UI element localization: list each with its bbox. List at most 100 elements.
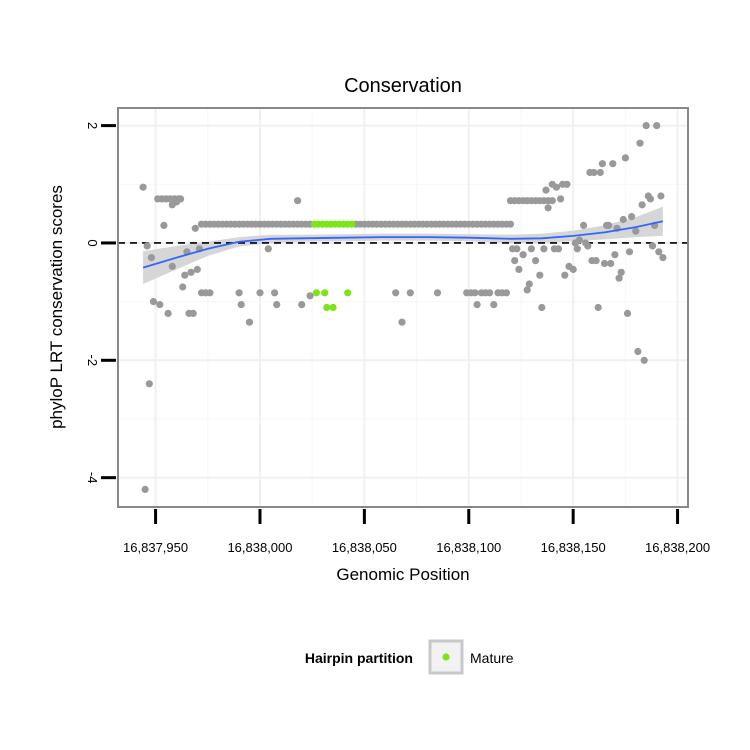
point-other <box>532 257 540 265</box>
legend-entry-mature: Mature <box>470 650 514 666</box>
point-other <box>653 122 661 130</box>
point-other <box>502 289 510 297</box>
point-other <box>179 283 187 291</box>
point-other <box>525 280 533 288</box>
point-other <box>141 485 149 493</box>
point-other <box>237 301 245 309</box>
x-axis-label: Genomic Position <box>336 565 469 584</box>
point-other <box>392 289 400 297</box>
point-other <box>145 380 153 388</box>
point-other <box>611 251 619 259</box>
point-other <box>561 271 569 279</box>
point-other <box>471 289 479 297</box>
point-other <box>235 289 243 297</box>
point-other <box>538 303 546 312</box>
point-mature <box>329 303 337 312</box>
x-axis: 16,837,950 16,838,000 16,838,050 16,838,100… <box>123 509 710 555</box>
legend-key-mature-marker <box>442 653 450 661</box>
point-other <box>177 195 185 203</box>
point-other <box>638 201 646 209</box>
point-other <box>569 265 577 273</box>
point-other <box>563 180 571 188</box>
point-other <box>506 220 515 228</box>
x-tick-label: 16,838,000 <box>227 540 292 555</box>
point-other <box>527 245 536 253</box>
point-other <box>598 160 607 168</box>
point-other <box>623 309 632 317</box>
point-other <box>149 298 158 306</box>
point-other <box>294 197 302 205</box>
y-axis-label: phyloP LRT conservation scores <box>47 185 66 429</box>
point-other <box>552 183 561 191</box>
point-other <box>264 245 272 253</box>
x-tick-label: 16,838,100 <box>436 540 501 555</box>
point-other <box>191 224 199 232</box>
point-other <box>554 245 563 253</box>
point-other <box>433 289 442 297</box>
point-other <box>147 254 155 262</box>
panel-background <box>118 108 688 507</box>
point-other <box>621 154 630 162</box>
point-other <box>181 271 189 279</box>
point-other <box>596 168 604 177</box>
point-other <box>609 160 617 168</box>
point-other <box>646 195 655 203</box>
point-other <box>271 289 279 297</box>
y-tick-label: -2 <box>85 355 100 367</box>
point-other <box>273 301 281 309</box>
point-other <box>406 289 414 297</box>
point-other <box>515 265 523 273</box>
point-other <box>557 195 565 203</box>
point-other <box>189 309 197 317</box>
point-other <box>573 245 581 253</box>
point-other <box>490 301 498 309</box>
y-tick-label: 2 <box>85 122 100 129</box>
point-other <box>398 318 406 326</box>
point-other <box>655 248 663 256</box>
point-other <box>143 242 151 250</box>
point-other <box>640 356 648 364</box>
point-mature <box>344 289 352 297</box>
x-tick-label: 16,838,150 <box>541 540 606 555</box>
point-other <box>168 262 176 270</box>
point-other <box>632 227 640 235</box>
point-other <box>523 286 531 294</box>
point-other <box>615 274 623 282</box>
point-other <box>648 242 657 250</box>
point-mature <box>323 303 331 312</box>
point-other <box>164 309 172 317</box>
point-other <box>600 259 609 268</box>
point-other <box>580 221 588 229</box>
x-tick-label: 16,837,950 <box>123 540 188 555</box>
plot-panel <box>117 107 689 508</box>
point-other <box>575 236 584 244</box>
point-other <box>486 289 494 297</box>
point-other <box>187 268 195 276</box>
point-other <box>657 192 665 200</box>
point-other <box>584 242 592 250</box>
legend-title: Hairpin partition <box>305 650 413 666</box>
point-other <box>617 268 625 276</box>
y-tick-label: -4 <box>85 472 100 484</box>
smooth-fit-line <box>142 220 664 269</box>
point-other <box>513 245 521 253</box>
point-other <box>634 347 642 356</box>
point-other <box>256 289 264 297</box>
point-other <box>544 204 552 212</box>
point-other <box>542 186 550 194</box>
point-other <box>548 197 556 205</box>
point-other <box>605 221 613 229</box>
point-other <box>511 257 519 265</box>
point-other <box>636 139 644 147</box>
point-other <box>607 259 615 268</box>
point-mature <box>312 289 320 297</box>
y-tick-label: 0 <box>85 239 100 246</box>
point-other <box>473 301 481 309</box>
point-other <box>206 289 214 297</box>
legend: Hairpin partition Mature <box>305 639 514 675</box>
point-other <box>540 245 548 253</box>
point-other <box>628 213 636 221</box>
x-tick-label: 16,838,200 <box>645 540 710 555</box>
point-other <box>156 301 164 309</box>
